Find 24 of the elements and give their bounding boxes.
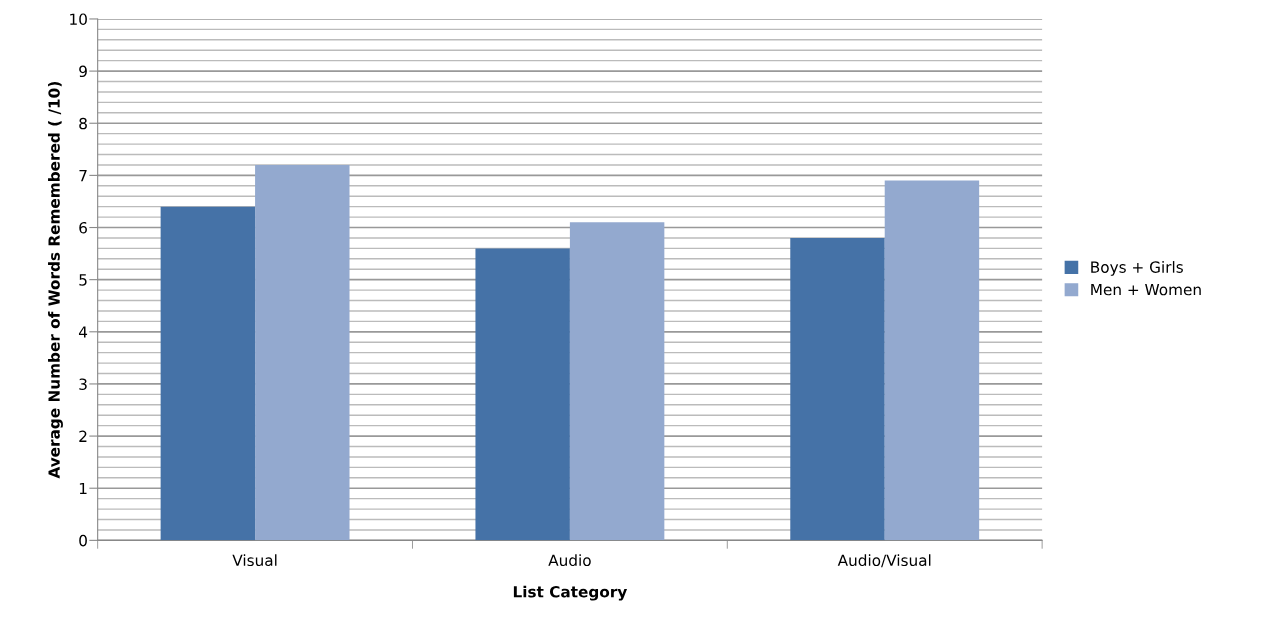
legend-label: Boys + Girls: [1091, 261, 1183, 276]
bar: [790, 237, 885, 541]
y-tick-label: 6: [79, 221, 87, 234]
bar: [884, 180, 980, 541]
y-tick-label: 5: [79, 274, 87, 286]
y-tick-label: 1: [79, 482, 87, 495]
y-axis-title: Average Number of Words Remembered ( /10): [48, 82, 63, 479]
x-tick-label: Audio: [548, 554, 591, 567]
x-tick-label: Audio/Visual: [837, 554, 931, 568]
bar: [475, 248, 570, 541]
y-tick-label: 8: [79, 117, 87, 130]
y-tick-label: 0: [79, 534, 87, 547]
y-tick-label: 4: [78, 326, 88, 338]
bar: [569, 222, 665, 541]
y-tick-label: 2: [79, 430, 87, 442]
y-tick-label: 10: [70, 13, 87, 25]
y-tick-label: 9: [79, 65, 87, 78]
bar: [160, 206, 256, 541]
y-tick-label: 3: [79, 378, 87, 390]
legend-label: Men + Women: [1091, 283, 1201, 296]
bar: [255, 164, 350, 541]
x-axis-title: List Category: [513, 585, 628, 601]
y-tick-label: 7: [79, 170, 87, 182]
x-tick-label: Visual: [232, 554, 277, 567]
